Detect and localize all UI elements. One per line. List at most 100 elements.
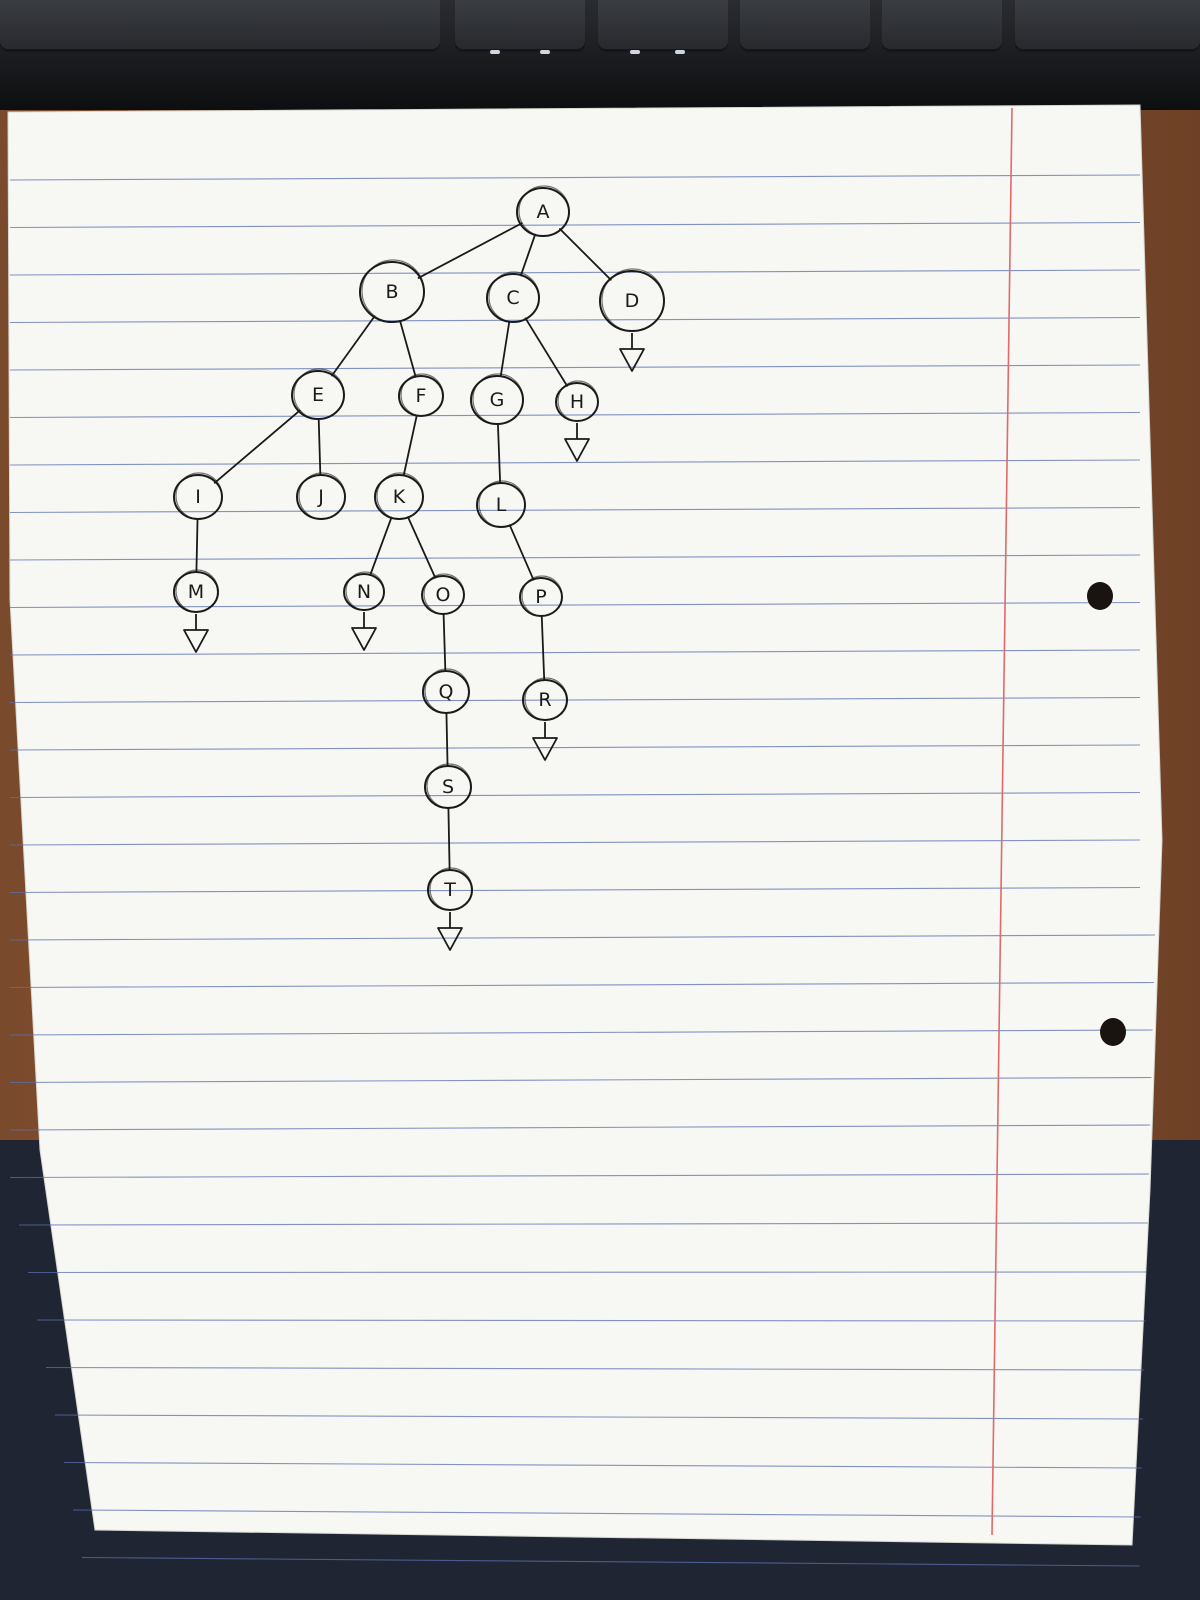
node-circle-stroke bbox=[298, 472, 346, 520]
punch-hole bbox=[1100, 1018, 1126, 1046]
terminal-marker-m bbox=[183, 614, 209, 653]
node-circle-stroke bbox=[478, 480, 526, 528]
ruled-line bbox=[36, 1319, 1146, 1322]
ruled-line bbox=[27, 1271, 1147, 1274]
tree-edges bbox=[195, 222, 612, 871]
node-s: S bbox=[424, 763, 472, 809]
node-circle-stroke bbox=[472, 373, 524, 425]
keyboard bbox=[0, 0, 1200, 110]
paper-sheet bbox=[7, 104, 1163, 1546]
node-b: B bbox=[359, 259, 425, 323]
node-d: D bbox=[599, 268, 665, 332]
node-label: T bbox=[443, 879, 456, 901]
node-i: I bbox=[173, 472, 223, 520]
edge-a-d bbox=[559, 228, 612, 281]
marker-triangle bbox=[183, 629, 209, 653]
edge-p-r bbox=[540, 615, 546, 681]
ruled-line bbox=[18, 1222, 1148, 1226]
keyboard-led bbox=[540, 50, 550, 54]
node-label: C bbox=[506, 287, 519, 309]
node-label: M bbox=[188, 581, 204, 603]
keyboard-key bbox=[1015, 0, 1200, 52]
ruled-line bbox=[63, 1461, 1142, 1469]
edge-b-e bbox=[331, 315, 376, 377]
node-j: J bbox=[296, 472, 346, 520]
margin-line bbox=[991, 107, 1013, 1536]
terminal-markers bbox=[183, 333, 645, 951]
keyboard-key bbox=[455, 0, 585, 52]
ruled-line bbox=[72, 1509, 1141, 1518]
tree-nodes: A B C D E F G H I J K L M N O P Q R S T bbox=[173, 185, 665, 911]
edge-c-h bbox=[524, 317, 568, 387]
node-n: N bbox=[343, 571, 385, 611]
ruled-line bbox=[9, 886, 1141, 894]
node-t: T bbox=[427, 867, 473, 911]
terminal-marker-r bbox=[532, 722, 558, 761]
ruled-line bbox=[9, 981, 1154, 989]
node-label: H bbox=[570, 391, 584, 413]
node-circle-stroke bbox=[423, 573, 465, 615]
edge-e-j bbox=[317, 418, 322, 476]
edge-i-m bbox=[195, 518, 199, 573]
node-m: M bbox=[173, 569, 219, 613]
node-circle-stroke bbox=[376, 472, 424, 520]
edge-o-q bbox=[442, 613, 447, 672]
edge-k-n bbox=[369, 516, 393, 577]
ruled-line bbox=[9, 601, 1141, 609]
ruled-line bbox=[9, 364, 1141, 371]
node-label: L bbox=[496, 494, 507, 516]
node-label: Q bbox=[439, 681, 454, 703]
node-circle-stroke bbox=[424, 668, 470, 714]
punch-hole bbox=[1087, 582, 1113, 610]
marker-triangle bbox=[351, 627, 377, 651]
node-circle-stroke bbox=[400, 373, 444, 417]
node-circle-stroke bbox=[426, 763, 472, 809]
node-label: K bbox=[393, 486, 406, 508]
ruled-line bbox=[81, 1556, 1140, 1567]
ruled-lines bbox=[9, 174, 1156, 1567]
keyboard-key bbox=[882, 0, 1002, 52]
keyboard-led bbox=[630, 50, 640, 54]
edge-l-p bbox=[508, 524, 535, 581]
ruled-line bbox=[9, 1173, 1150, 1179]
keyboard-key bbox=[0, 0, 440, 52]
node-circle-stroke bbox=[521, 575, 563, 617]
node-circle-stroke bbox=[175, 472, 223, 520]
ruled-line bbox=[9, 554, 1141, 561]
ruled-line bbox=[9, 506, 1141, 514]
node-o: O bbox=[421, 573, 465, 615]
node-label: A bbox=[537, 201, 550, 223]
node-circle-stroke bbox=[175, 569, 219, 613]
ruled-line bbox=[9, 316, 1141, 324]
ruled-line bbox=[9, 174, 1141, 181]
node-circle-stroke bbox=[601, 268, 665, 332]
node-label: R bbox=[538, 689, 551, 711]
node-circle-stroke bbox=[518, 185, 570, 237]
ruled-line bbox=[45, 1366, 1145, 1371]
marker-triangle bbox=[437, 927, 463, 951]
ruled-line bbox=[9, 1076, 1152, 1084]
marker-triangle bbox=[564, 438, 590, 462]
node-label: E bbox=[312, 384, 324, 406]
node-label: I bbox=[195, 486, 201, 508]
ruled-line bbox=[9, 791, 1141, 799]
terminal-marker-d bbox=[619, 333, 645, 372]
edge-c-g bbox=[499, 320, 511, 378]
edge-s-t bbox=[447, 807, 451, 871]
keyboard-led bbox=[490, 50, 500, 54]
ruled-line bbox=[9, 411, 1141, 419]
edge-e-i bbox=[213, 409, 301, 484]
ruled-line bbox=[54, 1414, 1144, 1420]
ruled-line bbox=[9, 839, 1141, 846]
ruled-line bbox=[9, 1124, 1151, 1131]
node-label: F bbox=[416, 385, 427, 407]
keyboard-key bbox=[740, 0, 870, 52]
node-a: A bbox=[516, 185, 570, 237]
node-label: J bbox=[317, 486, 324, 508]
keyboard-key bbox=[598, 0, 728, 52]
edge-a-c bbox=[520, 233, 536, 277]
edge-g-l bbox=[497, 423, 502, 484]
ruled-line bbox=[9, 459, 1141, 466]
ruled-line bbox=[9, 744, 1141, 751]
ruled-line bbox=[9, 269, 1141, 276]
